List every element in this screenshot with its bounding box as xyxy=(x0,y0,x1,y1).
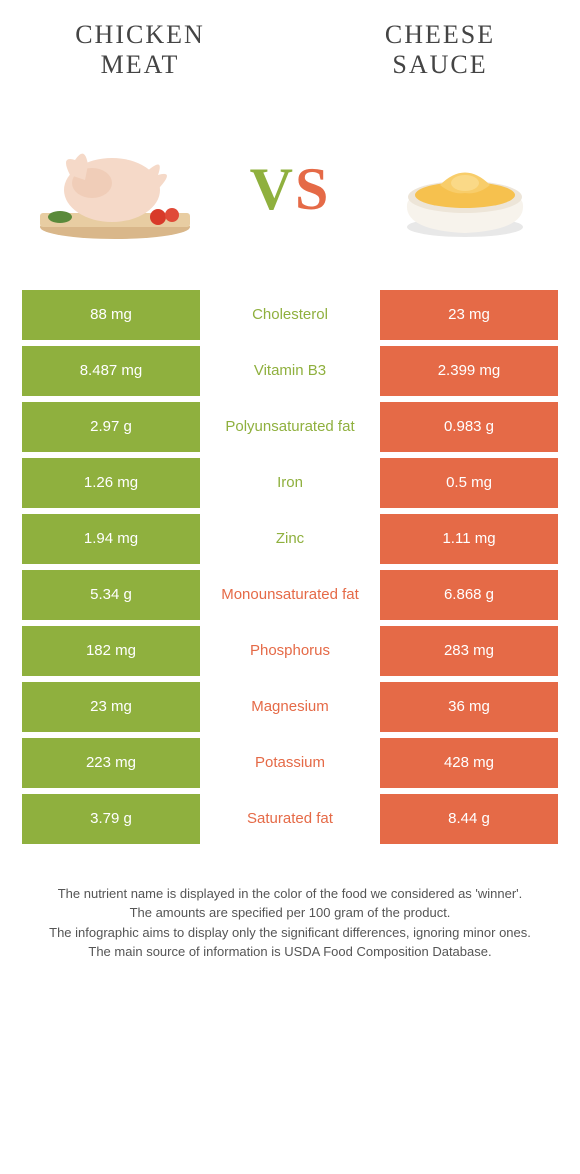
nutrient-label: Cholesterol xyxy=(200,290,380,340)
nutrient-label: Monounsaturated fat xyxy=(200,570,380,620)
comparison-images-row: VS xyxy=(0,90,580,280)
right-value: 8.44 g xyxy=(380,794,558,844)
table-row: 223 mgPotassium428 mg xyxy=(22,738,558,788)
left-value: 2.97 g xyxy=(22,402,200,452)
header: CHICKEN MEAT CHEESE SAUCE xyxy=(0,0,580,90)
vs-s: S xyxy=(295,156,330,222)
nutrient-label: Saturated fat xyxy=(200,794,380,844)
vs-v: V xyxy=(250,156,295,222)
right-value: 0.983 g xyxy=(380,402,558,452)
table-row: 3.79 gSaturated fat8.44 g xyxy=(22,794,558,844)
chicken-meat-image xyxy=(30,130,200,250)
nutrient-label: Phosphorus xyxy=(200,626,380,676)
footer-line-1: The nutrient name is displayed in the co… xyxy=(28,884,552,904)
right-value: 428 mg xyxy=(380,738,558,788)
table-row: 5.34 gMonounsaturated fat6.868 g xyxy=(22,570,558,620)
vs-label: VS xyxy=(250,155,331,224)
right-value: 0.5 mg xyxy=(380,458,558,508)
cheese-sauce-image xyxy=(380,130,550,250)
nutrient-label: Vitamin B3 xyxy=(200,346,380,396)
nutrient-label: Iron xyxy=(200,458,380,508)
right-value: 2.399 mg xyxy=(380,346,558,396)
table-row: 2.97 gPolyunsaturated fat0.983 g xyxy=(22,402,558,452)
footer-notes: The nutrient name is displayed in the co… xyxy=(28,884,552,962)
right-value: 283 mg xyxy=(380,626,558,676)
left-value: 5.34 g xyxy=(22,570,200,620)
table-row: 23 mgMagnesium36 mg xyxy=(22,682,558,732)
table-row: 182 mgPhosphorus283 mg xyxy=(22,626,558,676)
left-value: 23 mg xyxy=(22,682,200,732)
left-value: 1.26 mg xyxy=(22,458,200,508)
right-value: 1.11 mg xyxy=(380,514,558,564)
left-value: 88 mg xyxy=(22,290,200,340)
footer-line-3: The infographic aims to display only the… xyxy=(28,923,552,943)
left-value: 182 mg xyxy=(22,626,200,676)
table-row: 8.487 mgVitamin B32.399 mg xyxy=(22,346,558,396)
left-food-title: CHICKEN MEAT xyxy=(40,20,240,80)
footer-line-2: The amounts are specified per 100 gram o… xyxy=(28,903,552,923)
nutrient-label: Polyunsaturated fat xyxy=(200,402,380,452)
table-row: 1.26 mgIron0.5 mg xyxy=(22,458,558,508)
left-value: 223 mg xyxy=(22,738,200,788)
right-value: 36 mg xyxy=(380,682,558,732)
right-value: 23 mg xyxy=(380,290,558,340)
nutrient-label: Magnesium xyxy=(200,682,380,732)
table-row: 88 mgCholesterol23 mg xyxy=(22,290,558,340)
left-value: 3.79 g xyxy=(22,794,200,844)
right-food-title: CHEESE SAUCE xyxy=(340,20,540,80)
table-row: 1.94 mgZinc1.11 mg xyxy=(22,514,558,564)
right-value: 6.868 g xyxy=(380,570,558,620)
footer-line-4: The main source of information is USDA F… xyxy=(28,942,552,962)
left-value: 8.487 mg xyxy=(22,346,200,396)
left-value: 1.94 mg xyxy=(22,514,200,564)
nutrient-table: 88 mgCholesterol23 mg8.487 mgVitamin B32… xyxy=(22,290,558,844)
nutrient-label: Potassium xyxy=(200,738,380,788)
nutrient-label: Zinc xyxy=(200,514,380,564)
